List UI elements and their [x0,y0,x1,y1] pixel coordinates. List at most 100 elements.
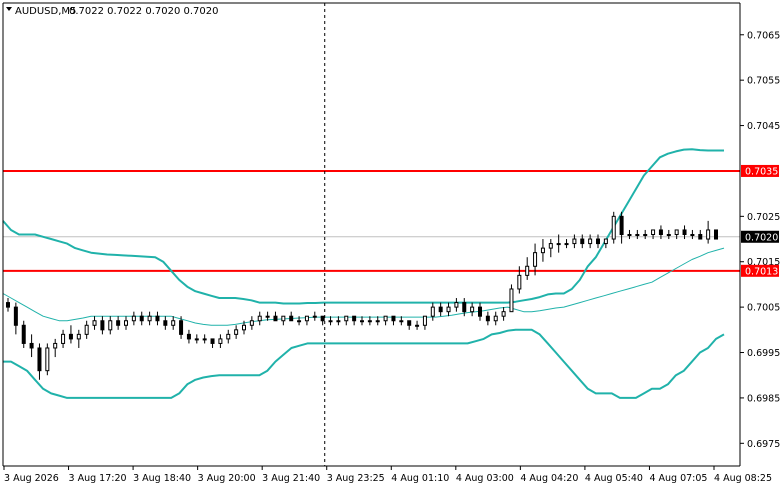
candle-body [627,234,632,236]
candle [131,311,136,326]
candle-body [312,315,317,318]
candle [611,211,616,244]
candle [446,302,451,317]
time-tick-label: 4 Aug 05:40 [585,473,643,484]
candle [478,302,482,321]
level-price-label: 0.7013 [745,266,778,277]
time-axis[interactable]: 3 Aug 2026 3 Aug 17:20 3 Aug 18:40 3 Aug 20… [3,466,772,484]
ohlc-readout: 0.7022 0.7022 0.7020 0.7020 [69,6,219,17]
candle [540,239,545,262]
candle-body [415,324,420,327]
candle [6,298,10,312]
candle-body [540,247,545,254]
candle [352,315,357,326]
candle [171,316,176,330]
candle-body [391,315,396,322]
price-tick-label: 0.7015 [747,257,780,268]
candle [344,315,349,326]
symbol-menu-triangle-icon[interactable] [6,7,12,11]
candle-body [666,234,671,236]
candle-body [171,320,176,326]
candle [556,234,561,253]
candle [147,311,152,326]
level-price-label: 0.7035 [745,166,778,177]
candle [226,329,231,344]
current-price-label: 0.7020 [745,232,778,243]
candle [312,311,317,321]
candle [596,234,600,249]
candle-body [430,306,435,317]
candle-body [635,234,640,236]
candle-body [533,252,538,267]
candle-body [249,320,254,326]
candle-body [281,315,286,322]
candles [6,211,718,380]
price-tick-label: 0.7065 [747,30,780,41]
candle [666,229,671,240]
candle-body [21,324,26,344]
candle [391,315,396,326]
candle [186,329,191,344]
candle-body [438,306,443,313]
candle-body [45,347,50,372]
price-tick-label: 0.6985 [747,393,780,404]
candle-body [446,306,451,313]
candle [53,338,58,358]
candle [273,311,278,322]
candle-body [84,324,89,335]
candle [68,325,73,344]
candle-body [108,320,113,331]
candle [179,316,184,339]
candle [399,316,404,326]
candle [84,320,89,339]
candle-body [139,315,144,322]
candle [249,316,254,330]
candle [234,325,239,339]
candle [706,220,711,244]
candle [603,238,608,249]
price-tick-label: 0.6995 [747,348,780,359]
candle [360,316,364,326]
candle [336,316,341,326]
time-tick-label: 3 Aug 2026 [4,473,59,484]
level-price-tag [741,264,779,277]
candle [509,284,514,313]
band-middle-line [2,247,725,326]
candle [194,334,199,344]
symbol-timeframe: AUDUSD,M5 [15,6,76,17]
candle [289,311,294,322]
time-tick-label: 4 Aug 04:20 [520,473,578,484]
candle [658,225,663,240]
candle [139,311,144,326]
candle-body [564,243,569,246]
candle-body [257,315,262,322]
candle-body [360,320,364,323]
candle [281,315,286,326]
candle-body [706,229,711,240]
candle [438,302,443,317]
candle-body [304,315,309,322]
candle [485,311,490,326]
candle-body [611,215,616,240]
candle [328,316,333,326]
candle-body [493,315,498,322]
candle-body [289,315,294,322]
price-tick-label: 0.7055 [747,76,780,87]
time-tick-label: 3 Aug 20:00 [198,473,256,484]
price-axis[interactable]: 0.7065 0.7055 0.7045 0.7025 0.7015 0.7005 0.69… [740,30,780,450]
candle [682,225,687,240]
candle [619,211,624,244]
candle-body [407,320,412,326]
candle-body [226,333,231,340]
candle-body [124,320,128,326]
candle [690,229,695,240]
current-price-tag [741,230,779,243]
candle-body [242,324,246,331]
price-tick-label: 0.6975 [747,439,780,450]
candle-body [690,234,695,236]
candle-body [155,315,160,322]
time-tick-label: 3 Aug 18:40 [133,473,191,484]
